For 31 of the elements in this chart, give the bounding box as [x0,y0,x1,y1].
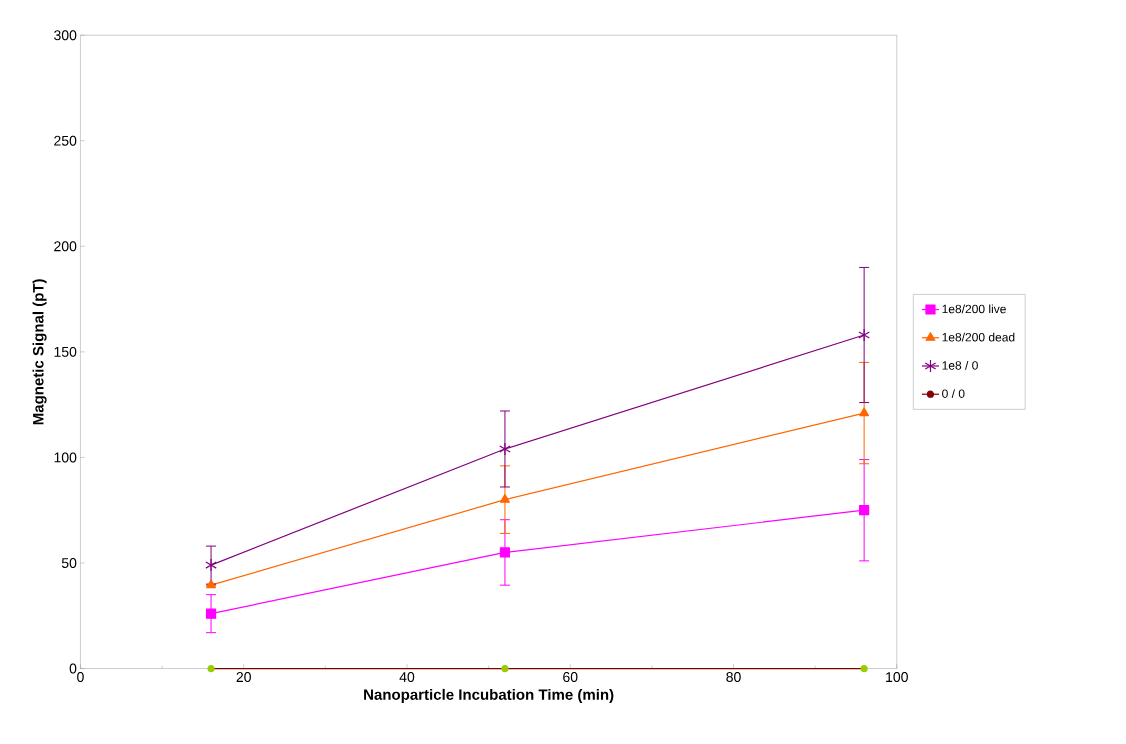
x-tick-label: 60 [563,672,578,683]
legend-label: 0 / 0 [942,389,965,398]
x-axis-title: Nanoparticle Incubation Time (min) [364,688,614,703]
point [499,442,511,456]
y-tick-label: 150 [54,346,77,357]
legend-label: 1e8/200 live [942,304,1006,314]
point [499,547,511,558]
x-tick-label: 40 [399,672,415,683]
point [859,505,870,516]
point [205,608,217,619]
point [860,664,868,673]
x-tick-label: 0 [77,672,84,683]
point [859,407,870,417]
y-tick-label: 50 [61,558,77,568]
y-tick-label: 250 [54,135,77,146]
point [501,664,509,673]
point [205,558,217,572]
x-tick-label: 100 [886,672,908,683]
y-axis-title: Magnetic Signal (pT) [32,279,47,425]
y-tick-label: 200 [54,241,77,252]
point [500,494,510,503]
legend-label: 1e8/200 dead [942,332,1015,342]
y-tick-label: 0 [69,663,77,674]
point [207,664,215,673]
y-tick-label: 300 [54,30,77,41]
point [206,579,216,589]
x-tick-label: 20 [236,672,251,683]
legend-label: 1e8 / 0 [942,360,978,370]
x-tick-label: 80 [726,672,741,683]
point [858,328,870,342]
y-tick-label: 100 [54,452,77,463]
